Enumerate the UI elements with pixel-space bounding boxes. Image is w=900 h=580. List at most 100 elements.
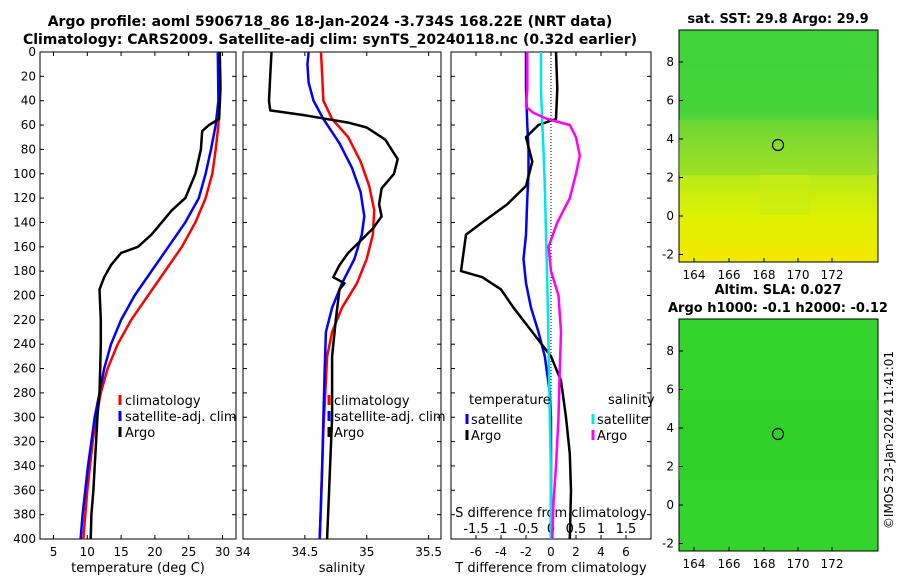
series-line-t-argo: [459, 51, 573, 540]
map-x-tick-label: 164: [683, 268, 706, 282]
legend-label: Argo: [125, 426, 155, 441]
series-line-s-argo: [524, 52, 582, 540]
chart-salinity: 34 34.5 35 35.5 salinity climatologysatellite…: [235, 51, 446, 576]
map-x-tick-label: 170: [787, 268, 810, 282]
x-axis-label: temperature (deg C): [71, 561, 205, 576]
map-x-tick-label: 172: [821, 557, 844, 571]
legend-label: climatology: [334, 394, 410, 409]
plot-frame-temperature: [39, 51, 237, 540]
y-tick-label: 320: [13, 435, 36, 449]
title-line-2: Climatology: CARS2009. Satellite-adj cli…: [22, 32, 638, 48]
map-x-tick-label: 172: [821, 268, 844, 282]
map-y-tick-label: -2: [662, 248, 674, 262]
map-y-tick-label: 8: [666, 344, 674, 358]
y-tick-label: 100: [13, 167, 36, 181]
y-tick-label: 240: [13, 337, 36, 351]
title-line-1: Argo profile: aoml 5906718_86 18-Jan-202…: [47, 14, 613, 30]
series-line-argo: [89, 51, 222, 540]
x-tick-label: 10: [80, 545, 95, 559]
x-tick-label: 20: [147, 545, 162, 559]
x-tick-label: -4: [495, 545, 507, 559]
legend-label: Argo: [597, 429, 627, 444]
y-tick-label: 400: [13, 532, 36, 546]
x-tick-label: 4: [597, 545, 605, 559]
legend-label: satellite: [597, 413, 649, 428]
map-x-tick-label: 168: [753, 557, 776, 571]
y-tick-label: 200: [13, 289, 36, 303]
y-tick-label: 340: [13, 459, 36, 473]
legend-title-salinity: salinity: [608, 393, 655, 408]
legend-label: satellite: [471, 413, 523, 428]
x-tick-label: 6: [622, 545, 630, 559]
s-tick-label: -1.5: [463, 522, 488, 537]
map-x-tick-label: 166: [718, 557, 741, 571]
x-axis-label: T difference from climatology: [454, 561, 647, 576]
y-tick-label: 180: [13, 264, 36, 278]
s-tick-label: -1: [495, 522, 508, 537]
x-tick-label: 30: [215, 545, 230, 559]
s-tick-label: 1: [597, 522, 605, 537]
series-line-s-satellite: [539, 52, 553, 539]
y-tick-label: 360: [13, 483, 36, 497]
x-tick-label: 34.5: [292, 545, 319, 559]
y-tick-label: 260: [13, 362, 36, 376]
map-y-tick-label: 4: [666, 421, 674, 435]
map-y-tick-label: 0: [666, 498, 674, 512]
map-y-tick-label: 2: [666, 171, 674, 185]
series-line-satellite-adj-clim: [306, 51, 366, 540]
x-tick-label: 5: [50, 545, 58, 559]
plot-frame-salinity: [242, 51, 442, 540]
s-tick-label: -0.5: [513, 522, 538, 537]
sst-map: sat. SST: 29.8 Argo: 29.9 164 166 168 170 17…: [662, 12, 879, 282]
x-tick-label: -6: [470, 545, 482, 559]
y-tick-label: 0: [28, 45, 36, 59]
map-x-tick-label: 164: [683, 557, 706, 571]
series-line-argo: [267, 51, 399, 540]
map-y-tick-label: 6: [666, 383, 674, 397]
map-y-tick-label: -2: [662, 537, 674, 551]
map-x-tick-label: 170: [787, 557, 810, 571]
legend-label: Argo: [471, 429, 501, 444]
y-tick-label: 80: [21, 142, 36, 156]
y-tick-label: 160: [13, 240, 36, 254]
chart-difference: -6 -4 -2 0 2 4 6T difference from climatologyS…: [450, 51, 655, 576]
x-tick-label: 15: [113, 545, 128, 559]
y-tick-label: 300: [13, 410, 36, 424]
y-tick-label: 40: [21, 94, 36, 108]
series-line-climatology: [82, 51, 222, 540]
map-y-tick-label: 8: [666, 55, 674, 69]
legend-label: Argo: [334, 426, 364, 441]
sla-map-title-2: Argo h1000: -0.1 h2000: -0.12: [668, 301, 888, 316]
series-line-satellite-adj-clim: [79, 51, 220, 540]
x-tick-label: 35: [359, 545, 374, 559]
sla-map-title-1: Altim. SLA: 0.027: [715, 283, 842, 298]
legend-label: climatology: [125, 394, 201, 409]
y-tick-label: 220: [13, 313, 36, 327]
chart-temperature: 0 20 40 60 80 100 120 140 160 180 200 220 240 260 280 3…: [13, 45, 237, 576]
x-tick-label: 35.5: [415, 545, 442, 559]
y-tick-label: 280: [13, 386, 36, 400]
map-y-tick-label: 0: [666, 209, 674, 223]
legend-label: satellite-adj. clim: [125, 410, 237, 425]
map-y-tick-label: 2: [666, 460, 674, 474]
y-tick-label: 20: [21, 69, 36, 83]
x-tick-label: 2: [572, 545, 580, 559]
sla-argo-location-marker: [771, 427, 785, 441]
map-x-tick-label: 168: [753, 268, 776, 282]
s-tick-label: 1.5: [616, 522, 637, 537]
map-x-tick-label: 166: [718, 268, 741, 282]
imos-watermark: ©IMOS 23-Jan-2024 11:41:01: [882, 351, 896, 529]
y-tick-label: 380: [13, 508, 36, 522]
sla-map: Altim. SLA: 0.027 Argo h1000: -0.1 h2000…: [662, 283, 888, 571]
legend-label: satellite-adj. clim: [334, 410, 446, 425]
y-tick-label: 140: [13, 215, 36, 229]
y-tick-label: 60: [21, 118, 36, 132]
legend-title-temperature: temperature: [469, 393, 551, 408]
x-tick-label: 25: [181, 545, 196, 559]
x-tick-label: 0: [547, 545, 555, 559]
y-tick-label: 120: [13, 191, 36, 205]
map-y-tick-label: 6: [666, 94, 674, 108]
x-tick-label: 34: [235, 545, 250, 559]
x-tick-label: -2: [520, 545, 532, 559]
